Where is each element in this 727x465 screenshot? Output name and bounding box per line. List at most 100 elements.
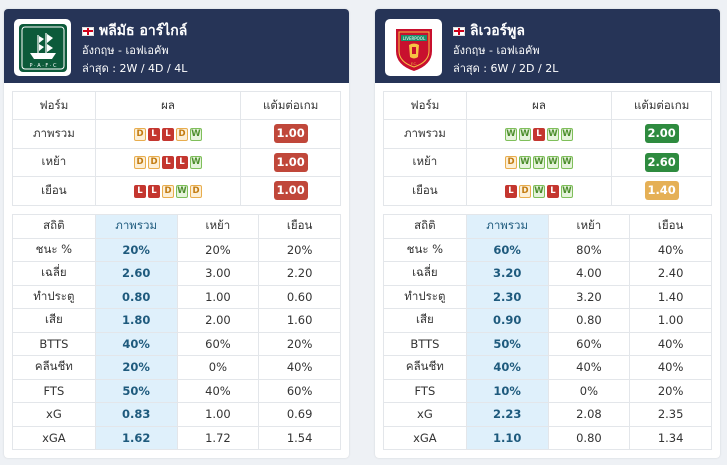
stat-value: 40% bbox=[629, 237, 712, 262]
result-pill: L bbox=[162, 156, 174, 170]
tab-home[interactable]: เหย้า bbox=[176, 214, 260, 239]
result-pill: L bbox=[148, 127, 160, 141]
stat-value: 1.80 bbox=[94, 308, 178, 333]
stat-value: 1.00 bbox=[629, 308, 712, 333]
result-pill: W bbox=[519, 127, 531, 141]
stat-value: 2.30 bbox=[465, 284, 549, 309]
result-pill: D bbox=[505, 156, 517, 170]
result-pill: L bbox=[505, 184, 517, 198]
stat-row: ชนะ % 60% 80% 40% bbox=[383, 237, 712, 262]
tab-home[interactable]: เหย้า bbox=[547, 214, 631, 239]
result-pill: W bbox=[190, 127, 202, 141]
stat-value: 20% bbox=[629, 378, 712, 403]
result-pill: L bbox=[134, 184, 146, 198]
ppg-badge: 1.00 bbox=[273, 181, 308, 201]
result-pill: W bbox=[561, 156, 573, 170]
result-pill: D bbox=[190, 184, 202, 198]
svg-text:F.C.: F.C. bbox=[410, 62, 416, 66]
stat-value: 40% bbox=[629, 355, 712, 380]
ppg-badge: 1.40 bbox=[644, 181, 679, 201]
stat-row: xGA 1.10 0.80 1.34 bbox=[383, 425, 712, 450]
stat-label: xGA bbox=[383, 425, 467, 450]
team-card-liverpool: LIVERPOOL F.C. ลิเวอร์พูล อังกฤษ - เอฟเอ… bbox=[375, 9, 720, 458]
stat-value: 2.20 bbox=[258, 261, 341, 286]
stat-row: เสีย 1.80 2.00 1.60 bbox=[12, 308, 341, 333]
result-pill: W bbox=[519, 156, 531, 170]
stat-value: 80% bbox=[547, 237, 631, 262]
stat-row: ชนะ % 20% 20% 20% bbox=[12, 237, 341, 262]
stat-row: เฉลี่ย 3.20 4.00 2.40 bbox=[383, 261, 712, 286]
tab-overall[interactable]: ภาพรวม bbox=[465, 214, 549, 239]
result-pill: W bbox=[561, 127, 573, 141]
form-header-results: ผล bbox=[94, 91, 242, 120]
result-pill: W bbox=[505, 127, 517, 141]
team-name[interactable]: ลิเวอร์พูล bbox=[470, 23, 525, 39]
result-pill: D bbox=[162, 184, 174, 198]
stat-value: 3.00 bbox=[176, 261, 260, 286]
stat-value: 2.40 bbox=[629, 261, 712, 286]
result-pill: W bbox=[190, 156, 202, 170]
result-pill: L bbox=[148, 184, 160, 198]
stat-value: 20% bbox=[176, 237, 260, 262]
tab-away[interactable]: เยือน bbox=[258, 214, 341, 239]
form-row-label: เหย้า bbox=[383, 147, 467, 177]
stat-row: เสีย 0.90 0.80 1.00 bbox=[383, 308, 712, 333]
stat-row: xG 0.83 1.00 0.69 bbox=[12, 402, 341, 427]
stat-label: BTTS bbox=[383, 331, 467, 356]
result-pill: L bbox=[533, 127, 545, 141]
result-pill: D bbox=[176, 127, 188, 141]
plymouth-argyle-crest-icon[interactable]: P · A · F · C bbox=[14, 19, 71, 76]
tab-overall[interactable]: ภาพรวม bbox=[94, 214, 178, 239]
tab-away[interactable]: เยือน bbox=[629, 214, 712, 239]
stat-value: 0% bbox=[176, 355, 260, 380]
stat-row: คลีนชีท 40% 40% 40% bbox=[383, 355, 712, 380]
stat-value: 1.62 bbox=[94, 425, 178, 450]
team-name[interactable]: พลีมัธ อาร์ไกล์ bbox=[99, 23, 188, 39]
stats-table: สถิติ ภาพรวม เหย้า เยือน ชนะ % 60% 80% 40% เ… bbox=[383, 214, 712, 450]
stat-value: 2.35 bbox=[629, 402, 712, 427]
stat-label: ชนะ % bbox=[12, 237, 96, 262]
stat-value: 0.80 bbox=[547, 308, 631, 333]
stat-value: 4.00 bbox=[547, 261, 631, 286]
stat-value: 60% bbox=[465, 237, 549, 262]
stat-label: xGA bbox=[12, 425, 96, 450]
stat-row: คลีนชีท 20% 0% 40% bbox=[12, 355, 341, 380]
form-header-label: ฟอร์ม bbox=[383, 91, 467, 120]
stat-value: 0.90 bbox=[465, 308, 549, 333]
stat-label: xG bbox=[383, 402, 467, 427]
stat-value: 40% bbox=[176, 378, 260, 403]
form-row-label: ภาพรวม bbox=[383, 119, 467, 149]
stat-row: FTS 10% 0% 20% bbox=[383, 378, 712, 403]
result-pill: D bbox=[148, 156, 160, 170]
form-header-ppg: แต้มต่อเกม bbox=[240, 91, 341, 120]
result-pill: L bbox=[176, 156, 188, 170]
stat-value: 60% bbox=[176, 331, 260, 356]
stat-label: คลีนชีท bbox=[12, 355, 96, 380]
result-pill: D bbox=[134, 156, 146, 170]
stat-value: 0% bbox=[547, 378, 631, 403]
form-header-ppg: แต้มต่อเกม bbox=[611, 91, 712, 120]
result-pill: L bbox=[547, 184, 559, 198]
stat-row: เฉลี่ย 2.60 3.00 2.20 bbox=[12, 261, 341, 286]
england-flag-icon bbox=[82, 26, 94, 36]
stat-value: 2.00 bbox=[176, 308, 260, 333]
stat-value: 1.40 bbox=[629, 284, 712, 309]
stat-value: 60% bbox=[258, 378, 341, 403]
stat-value: 40% bbox=[629, 331, 712, 356]
result-pill: W bbox=[533, 184, 545, 198]
recent-record: ล่าสุด : 2W / 4D / 4L bbox=[82, 62, 188, 75]
stat-label: FTS bbox=[12, 378, 96, 403]
ppg-badge: 1.00 bbox=[273, 124, 308, 144]
stats-header-label: สถิติ bbox=[12, 214, 96, 239]
liverpool-crest-icon[interactable]: LIVERPOOL F.C. bbox=[385, 19, 442, 76]
stat-value: 1.72 bbox=[176, 425, 260, 450]
